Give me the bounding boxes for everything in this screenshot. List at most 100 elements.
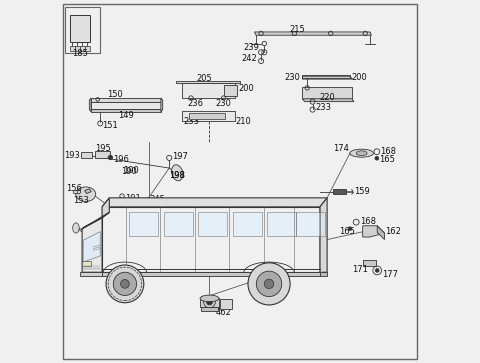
Polygon shape [65,7,99,53]
Polygon shape [82,218,102,272]
Text: 200: 200 [239,84,254,93]
Polygon shape [254,32,372,35]
Circle shape [375,156,379,160]
Polygon shape [377,226,384,240]
Circle shape [206,299,213,305]
Text: 190: 190 [120,167,136,176]
Polygon shape [363,260,376,266]
Circle shape [256,271,282,297]
Polygon shape [296,212,325,236]
Ellipse shape [200,295,219,302]
Text: 200: 200 [351,73,367,82]
Polygon shape [84,189,91,193]
Text: 165: 165 [339,228,355,236]
Text: 193: 193 [64,151,80,159]
Text: 210: 210 [236,117,252,126]
Polygon shape [80,46,85,51]
Polygon shape [84,46,90,51]
Polygon shape [302,87,352,99]
Polygon shape [182,111,235,121]
Text: 242: 242 [241,54,257,62]
Circle shape [264,279,274,289]
Polygon shape [129,212,158,236]
Circle shape [375,269,379,272]
Ellipse shape [72,223,79,233]
Polygon shape [302,75,350,78]
Polygon shape [189,113,226,119]
Circle shape [106,265,144,303]
Text: 177: 177 [382,270,398,278]
Polygon shape [182,83,235,98]
Circle shape [120,280,129,288]
Polygon shape [91,98,161,102]
Circle shape [113,272,136,295]
Text: 345: 345 [149,195,165,204]
Polygon shape [102,198,109,218]
Polygon shape [82,152,92,158]
Text: 165: 165 [379,155,395,164]
Polygon shape [63,4,417,359]
Circle shape [348,227,352,231]
Text: 197: 197 [172,152,188,161]
Polygon shape [200,298,219,307]
Polygon shape [102,272,320,276]
Text: 236: 236 [187,99,204,107]
Text: 156: 156 [67,184,83,193]
Text: 159: 159 [354,187,370,196]
Polygon shape [70,46,75,51]
Text: 198: 198 [169,171,185,180]
Polygon shape [201,307,218,311]
Polygon shape [302,99,354,102]
Polygon shape [70,15,90,42]
Polygon shape [89,98,91,112]
Text: 205: 205 [196,74,212,83]
Text: 215: 215 [290,25,305,33]
Text: 149: 149 [118,111,133,119]
Text: 171: 171 [353,265,369,274]
Polygon shape [177,81,240,83]
Polygon shape [102,207,320,272]
Text: 462: 462 [216,309,232,317]
Text: 162: 162 [385,227,401,236]
Text: 168: 168 [360,217,376,226]
Text: 195: 195 [95,144,111,153]
Text: 233: 233 [183,117,199,126]
Text: 233: 233 [315,103,331,112]
Polygon shape [91,102,161,109]
Polygon shape [95,151,110,158]
Polygon shape [75,46,80,51]
Polygon shape [333,189,347,194]
Text: 198: 198 [169,171,185,180]
Circle shape [248,263,290,305]
Text: 230: 230 [284,73,300,82]
Polygon shape [82,261,91,266]
Ellipse shape [76,187,96,201]
Polygon shape [224,85,238,96]
Polygon shape [267,212,296,236]
Ellipse shape [350,149,373,157]
Text: 150: 150 [107,90,123,99]
Polygon shape [363,226,384,237]
Text: 196: 196 [113,155,129,164]
Ellipse shape [356,151,367,155]
Text: 151: 151 [102,121,118,130]
Polygon shape [198,212,228,236]
Polygon shape [73,190,77,193]
Polygon shape [233,212,262,236]
Polygon shape [80,272,102,276]
Text: 168: 168 [381,147,396,156]
Text: 190: 190 [123,166,139,175]
Ellipse shape [171,165,183,181]
Text: 185: 185 [72,49,88,58]
Polygon shape [83,232,100,262]
Polygon shape [320,272,327,276]
Polygon shape [82,212,109,229]
Polygon shape [91,109,161,112]
Text: 153: 153 [73,196,89,205]
Polygon shape [164,212,193,236]
Text: 220: 220 [319,93,335,102]
Polygon shape [220,299,232,309]
Text: 174: 174 [333,144,349,153]
Polygon shape [161,98,163,112]
Polygon shape [320,198,327,272]
